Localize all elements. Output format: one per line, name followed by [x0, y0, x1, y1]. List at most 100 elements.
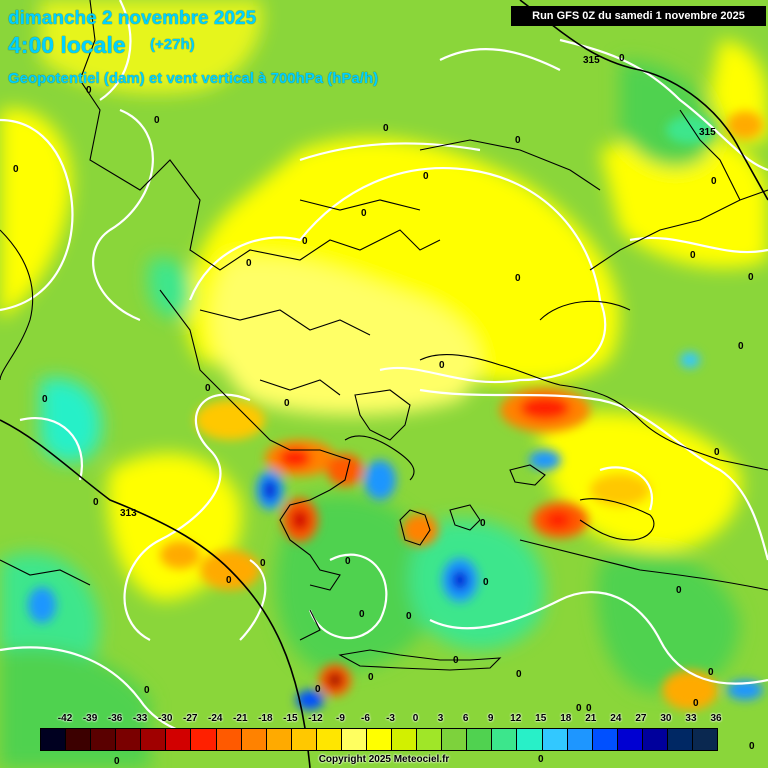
contour-label: 0 [205, 383, 211, 394]
contour-label: 0 [538, 754, 544, 765]
legend-swatch [91, 729, 117, 750]
forecast-date: dimanche 2 novembre 2025 [8, 8, 257, 29]
contour-label: 0 [226, 575, 232, 586]
legend-swatch [617, 729, 643, 750]
legend-swatch [141, 729, 167, 750]
legend-tick-label: 12 [510, 713, 522, 724]
legend-swatch [241, 729, 267, 750]
legend-swatch [642, 729, 668, 750]
contour-label: 0 [368, 672, 374, 683]
geopotential-label: 313 [120, 508, 137, 519]
legend-tick-label: -24 [208, 713, 223, 724]
legend-swatch [41, 729, 67, 750]
legend-swatch [492, 729, 518, 750]
legend-swatch [467, 729, 493, 750]
legend-tick-label: -39 [82, 713, 98, 724]
legend-swatches [40, 728, 718, 751]
color-legend: -42 -39 -36 -33 -30 -27 -24 -21 -18 -15 -12 -9 -6 -3 0… [40, 713, 722, 753]
legend-swatch [291, 729, 317, 750]
contour-label: 0 [515, 135, 521, 146]
contour-label: 0 [383, 123, 389, 134]
legend-tick-label: -27 [182, 713, 198, 724]
forecast-offset: (+27h) [150, 36, 195, 53]
legend-tick-label: 9 [487, 713, 494, 724]
legend-tick-label: 21 [585, 713, 597, 724]
legend-swatch [542, 729, 568, 750]
contour-label: 0 [93, 497, 99, 508]
legend-tick-label: -33 [132, 713, 148, 724]
legend-swatch [191, 729, 217, 750]
legend-tick-label: -3 [386, 713, 395, 724]
legend-swatch [116, 729, 142, 750]
legend-tick-label: 30 [660, 713, 672, 724]
legend-tick-label: -36 [107, 713, 123, 724]
forecast-time: 4:00 locale [8, 32, 126, 58]
contour-label: 0 [690, 250, 696, 261]
contour-label: 0 [361, 208, 367, 219]
legend-swatch [66, 729, 92, 750]
contour-label: 0 [302, 236, 308, 247]
contour-label: 0 [676, 585, 682, 596]
contour-label: 0 [86, 85, 92, 96]
legend-tick-label: -21 [233, 713, 248, 724]
legend-swatch [667, 729, 694, 750]
contour-label: 0 [260, 558, 266, 569]
legend-swatch [316, 729, 342, 750]
legend-swatch [341, 729, 368, 750]
contour-label: 0 [515, 273, 521, 284]
contour-label: 0 [345, 556, 351, 567]
contour-label: 0 [480, 518, 486, 529]
contour-label: 0 [13, 164, 19, 175]
legend-tick-label: 33 [685, 713, 697, 724]
legend-swatch [567, 729, 593, 750]
legend-swatch [693, 729, 718, 750]
legend-swatch [392, 729, 418, 750]
legend-tick-label: 36 [710, 713, 722, 724]
geopotential-label: 315 [583, 55, 600, 66]
contour-label: 0 [576, 703, 582, 714]
vertical-wind-cores [28, 111, 763, 710]
contour-label: 0 [714, 447, 720, 458]
contour-label: 0 [114, 756, 120, 767]
contour-label: 0 [708, 667, 714, 678]
contour-label: 0 [144, 685, 150, 696]
legend-swatch [216, 729, 242, 750]
contour-labels: 0 0 0 0 0 0 0 0 0 0 0 0 0 0 0 0 0 0 0 0 … [13, 53, 755, 767]
legend-tick-label: 6 [462, 713, 469, 724]
zero-contours [0, 0, 768, 742]
legend-tick-label: 24 [610, 713, 622, 724]
legend-swatch [442, 729, 468, 750]
legend-swatch [592, 729, 618, 750]
contour-label: 0 [423, 171, 429, 182]
copyright: Copyright 2025 Meteociel.fr [318, 754, 450, 765]
legend-tick-label: -9 [335, 713, 345, 724]
run-label: Run GFS 0Z du samedi 1 novembre 2025 [511, 6, 766, 26]
contour-label: 0 [738, 341, 744, 352]
legend-swatch [517, 729, 543, 750]
legend-tick-label: -15 [283, 713, 298, 724]
geopotential-labels: 315 315 313 [120, 55, 716, 519]
contour-label: 0 [586, 703, 592, 714]
contour-label: 0 [711, 176, 717, 187]
contour-label: 0 [439, 360, 445, 371]
contour-label: 0 [619, 53, 625, 64]
legend-tick-label: 15 [535, 713, 547, 724]
legend-tick-label: 0 [412, 713, 419, 724]
legend-swatch [166, 729, 192, 750]
contour-label: 0 [516, 669, 522, 680]
contour-label: 0 [483, 577, 489, 588]
legend-tick-label: -6 [361, 713, 370, 724]
legend-tick-label: 18 [560, 713, 572, 724]
legend-swatch [367, 729, 393, 750]
legend-swatch [417, 729, 443, 750]
contour-label: 0 [749, 741, 755, 752]
geopotential-label: 315 [699, 127, 716, 138]
legend-tick-label: -42 [57, 713, 73, 724]
legend-tick-label: -30 [157, 713, 173, 724]
contour-label: 0 [42, 394, 48, 405]
contour-label: 0 [315, 684, 321, 695]
coastlines [0, 0, 768, 671]
contour-label: 0 [154, 115, 160, 126]
